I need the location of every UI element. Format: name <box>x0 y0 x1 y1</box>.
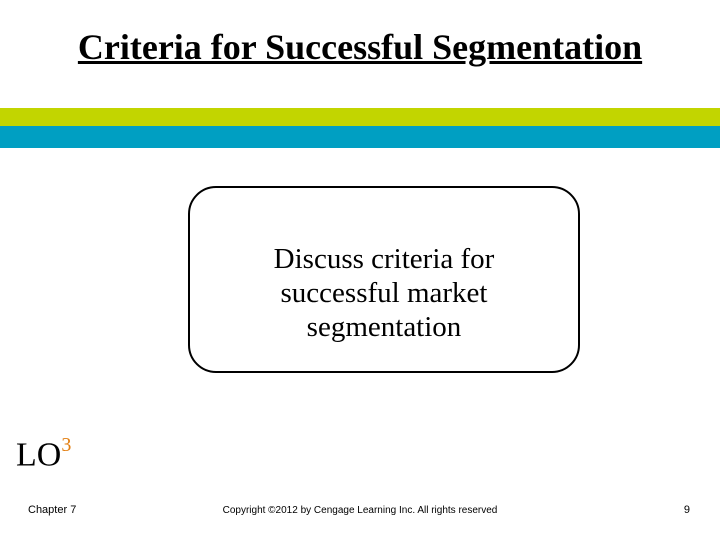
content-text: Discuss criteria for successful market s… <box>214 242 554 345</box>
lo-prefix: LO <box>16 436 61 473</box>
content-box: Discuss criteria for successful market s… <box>188 186 580 373</box>
copyright-text: Copyright ©2012 by Cengage Learning Inc.… <box>0 505 720 516</box>
learning-objective-label: LO3 <box>16 436 71 474</box>
lo-number: 3 <box>61 434 71 456</box>
page-number: 9 <box>684 504 690 516</box>
slide: Criteria for Successful Segmentation Dis… <box>0 0 720 540</box>
decorative-stripe-green <box>0 108 720 126</box>
slide-title: Criteria for Successful Segmentation <box>36 28 684 68</box>
decorative-stripe-blue <box>0 126 720 148</box>
